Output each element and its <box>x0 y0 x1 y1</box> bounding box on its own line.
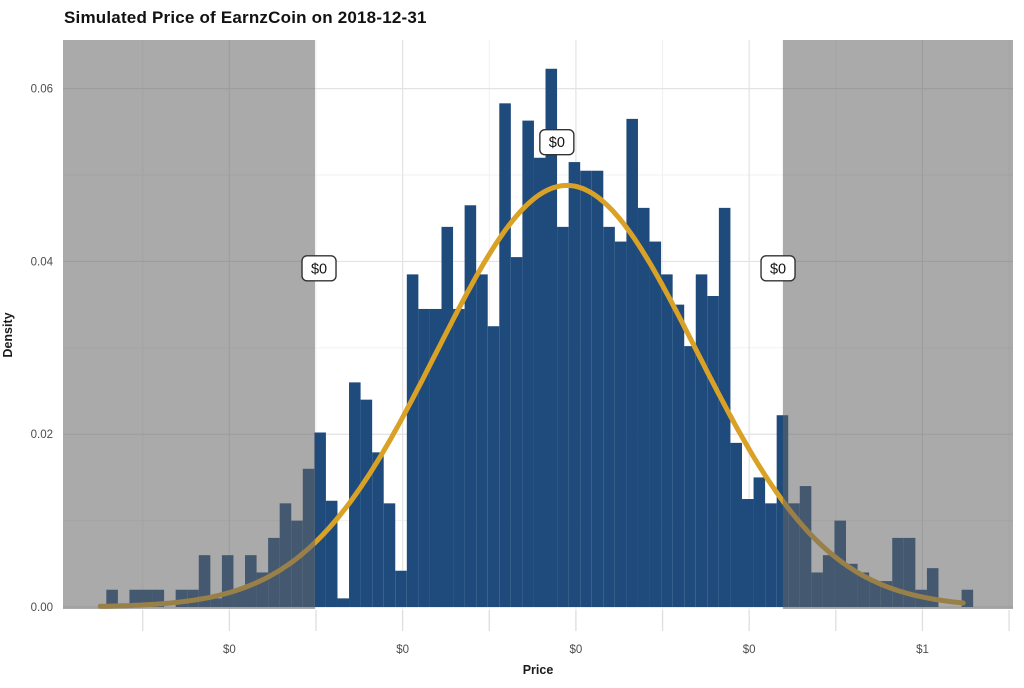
histogram-bar <box>568 162 581 608</box>
histogram-bar <box>626 118 638 608</box>
histogram-bar <box>580 170 592 608</box>
y-tick-label: 0.06 <box>31 84 53 96</box>
histogram-bar <box>372 452 384 608</box>
price-annotation-label: $0 <box>770 261 786 277</box>
histogram-bar <box>753 477 766 608</box>
x-tick-label: $0 <box>223 644 236 656</box>
price-annotation-box <box>539 129 575 156</box>
x-tick-label: $0 <box>396 644 409 656</box>
histogram-bar <box>510 257 523 608</box>
y-tick-label: 0.02 <box>31 429 53 441</box>
histogram-bar <box>707 295 719 608</box>
histogram-bar <box>661 274 673 608</box>
histogram-bar <box>499 103 511 608</box>
ci-shaded-region <box>63 40 316 609</box>
price-annotation-label: $0 <box>549 135 565 151</box>
histogram-bar <box>395 570 407 608</box>
histogram-bar <box>487 326 500 608</box>
histogram-bar <box>533 157 546 608</box>
y-axis-title: Density <box>1 312 15 358</box>
histogram-bar <box>314 432 326 608</box>
histogram-bar <box>591 170 604 608</box>
histogram-bar <box>637 207 650 608</box>
x-tick-label: $0 <box>570 644 583 656</box>
histogram-bar <box>383 503 396 608</box>
histogram-bar <box>476 274 488 608</box>
histogram-bar <box>649 241 662 608</box>
histogram-bar <box>765 503 777 608</box>
histogram-bar <box>695 274 708 608</box>
price-annotation-box <box>760 255 796 282</box>
histogram-bar <box>730 442 742 608</box>
histogram-bar <box>684 346 696 608</box>
histogram-bar <box>614 241 627 608</box>
x-axis-title: Price <box>522 663 554 677</box>
price-annotation-label: $0 <box>311 261 327 277</box>
price-annotation-box <box>301 255 337 282</box>
histogram-bar <box>776 415 789 608</box>
histogram-bar <box>406 274 419 608</box>
histogram-bar <box>557 226 569 608</box>
histogram-bar <box>672 304 685 608</box>
histogram-bar <box>741 499 754 608</box>
histogram-bar <box>545 68 558 608</box>
x-tick-label: $1 <box>916 644 929 656</box>
histogram-bar <box>441 226 454 608</box>
histogram-bar <box>429 308 442 608</box>
chart-title: Simulated Price of EarnzCoin on 2018-12-… <box>64 8 427 27</box>
histogram-bar <box>325 500 338 608</box>
y-tick-label: 0.00 <box>31 602 53 614</box>
ci-shaded-region <box>782 40 1013 609</box>
histogram-bar <box>464 205 477 608</box>
histogram-bar <box>337 598 350 608</box>
histogram-bar <box>522 120 534 608</box>
x-tick-label: $0 <box>743 644 756 656</box>
histogram-bar <box>418 308 430 608</box>
histogram-bar <box>453 308 465 608</box>
y-tick-label: 0.04 <box>31 256 54 268</box>
histogram-bar <box>603 226 615 608</box>
histogram-bar <box>360 399 373 608</box>
